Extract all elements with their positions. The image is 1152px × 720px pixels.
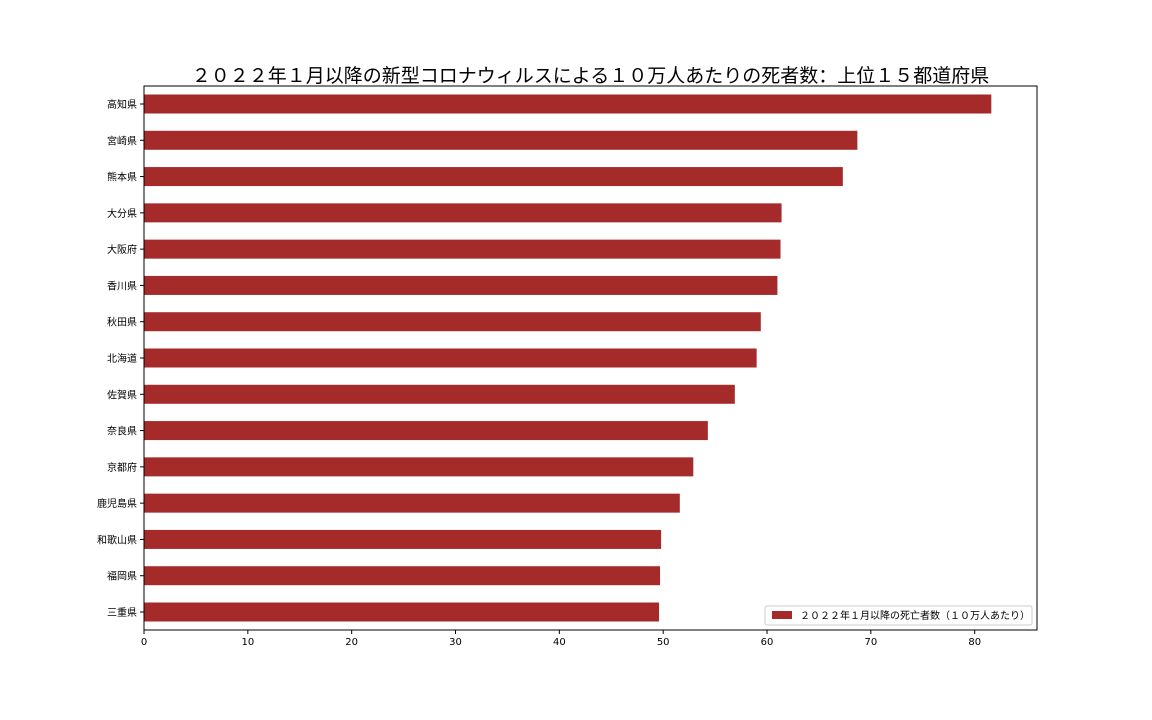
bar-佐賀県 <box>144 384 735 404</box>
bar-福岡県 <box>144 566 661 586</box>
x-tick-label: 50 <box>657 637 670 648</box>
y-tick-label: 高知県 <box>107 98 137 111</box>
bar-高知県 <box>144 94 992 114</box>
bar-鹿児島県 <box>144 493 680 513</box>
y-tick-label: 宮崎県 <box>107 134 137 147</box>
bar-和歌山県 <box>144 529 662 549</box>
y-tick-label: 佐賀県 <box>107 389 137 401</box>
axis-layer: 高知県宮崎県熊本県大分県大阪府香川県秋田県北海道佐賀県奈良県京都府鹿児島県和歌山… <box>97 98 981 648</box>
y-tick-label: 香川県 <box>107 280 137 292</box>
bar-熊本県 <box>144 167 843 187</box>
y-tick-label: 奈良県 <box>107 425 137 438</box>
y-tick-label: 三重県 <box>107 606 137 619</box>
x-tick-label: 30 <box>449 637 462 648</box>
bar-京都府 <box>144 457 694 477</box>
bar-大分県 <box>144 203 782 223</box>
legend-box <box>764 605 1033 626</box>
bar-宮崎県 <box>144 130 858 150</box>
bar-秋田県 <box>144 312 761 332</box>
y-tick-label: 北海道 <box>107 352 137 365</box>
legend-label: ２０２２年１月以降の死亡者数（１０万人あたり） <box>800 609 1030 622</box>
y-tick-label: 大阪府 <box>107 243 137 256</box>
x-tick-label: 0 <box>141 637 147 648</box>
x-tick-label: 60 <box>761 637 774 648</box>
y-tick-label: 和歌山県 <box>97 533 137 546</box>
y-tick-label: 熊本県 <box>107 171 137 184</box>
y-tick-label: 京都府 <box>107 461 137 474</box>
x-tick-label: 70 <box>864 637 877 648</box>
y-tick-label: 鹿児島県 <box>97 497 137 510</box>
chart-title: ２０２２年１月以降の新型コロナウィルスによる１０万人あたりの死者数：上位１５都道… <box>191 65 990 87</box>
bar-奈良県 <box>144 421 708 441</box>
bars-layer <box>144 94 992 622</box>
bar-大阪府 <box>144 239 781 259</box>
x-tick-label: 20 <box>345 637 358 648</box>
y-tick-label: 大分県 <box>107 207 137 220</box>
x-tick-label: 10 <box>241 637 254 648</box>
bar-香川県 <box>144 275 778 295</box>
bar-三重県 <box>144 602 660 622</box>
legend-swatch <box>772 611 792 619</box>
y-tick-label: 秋田県 <box>107 316 137 329</box>
x-tick-label: 40 <box>553 637 566 648</box>
bar-北海道 <box>144 348 757 368</box>
y-tick-label: 福岡県 <box>107 570 137 583</box>
x-tick-label: 80 <box>968 637 981 648</box>
legend: ２０２２年１月以降の死亡者数（１０万人あたり） <box>764 605 1033 626</box>
